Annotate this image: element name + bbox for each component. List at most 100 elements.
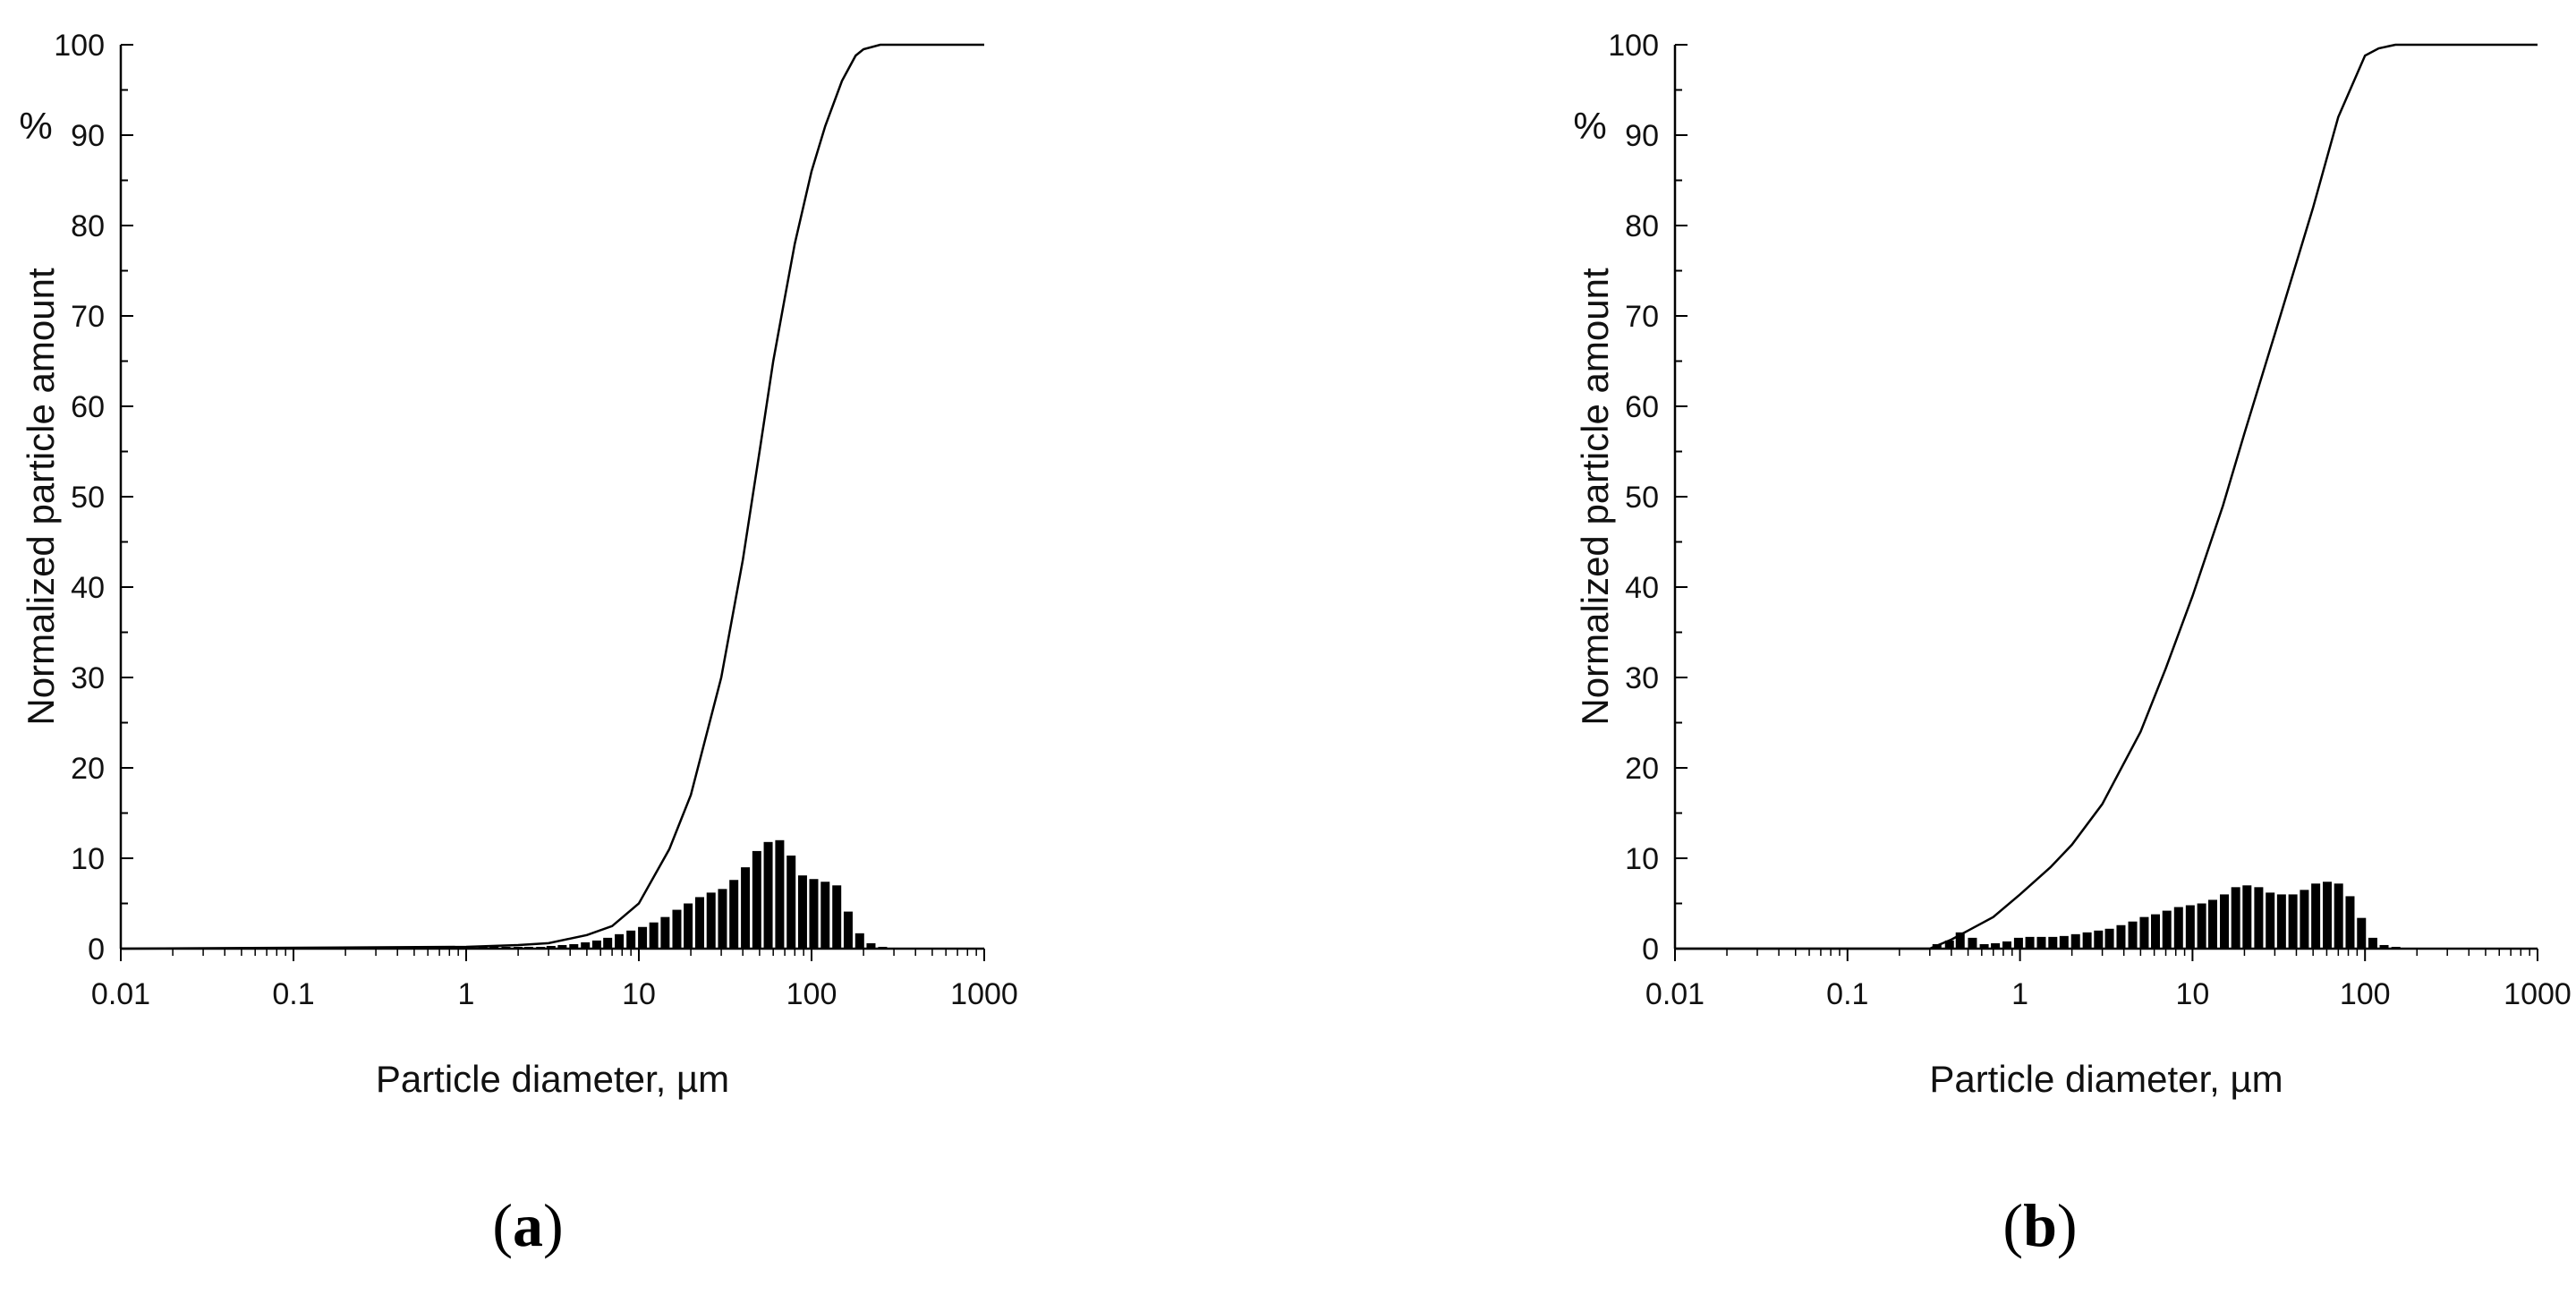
bar-a-0 [478, 946, 488, 949]
bar-a-20 [706, 892, 716, 949]
bar-a-28 [797, 875, 807, 949]
bar-b-15 [2104, 928, 2114, 949]
bar-b-33 [2311, 883, 2321, 949]
bar-b-2 [1955, 932, 1965, 949]
x-tick-label-b-100: 100 [2340, 977, 2391, 1011]
bar-b-27 [2242, 885, 2252, 949]
bar-b-16 [2116, 924, 2126, 949]
bar-b-36 [2345, 896, 2355, 949]
y-tick-label-b-70: 70 [1625, 300, 1659, 334]
y-tick-label-b-30: 30 [1625, 661, 1659, 695]
bar-a-11 [603, 937, 613, 949]
bar-a-29 [809, 879, 819, 949]
y-tick-label-a-100: 100 [54, 29, 105, 63]
bar-b-20 [2162, 910, 2172, 949]
bar-b-5 [1991, 942, 2001, 949]
panel-label-a: (a) [492, 1191, 564, 1259]
y-tick-label-a-0: 0 [88, 933, 105, 967]
bar-b-24 [2208, 899, 2218, 949]
cumulative-line-a [120, 43, 984, 950]
x-tick-label-a-1000: 1000 [950, 977, 1018, 1011]
bar-a-14 [638, 926, 648, 949]
bar-b-13 [2082, 932, 2092, 949]
bar-a-34 [866, 942, 876, 949]
y-axis-label-a: Normalized particle amount [20, 268, 62, 726]
cumulative-line-b [1675, 43, 2538, 950]
panel-label-b: (b) [2002, 1191, 2078, 1259]
x-tick-label-b-1: 1 [2011, 977, 2028, 1011]
bar-b-39 [2379, 944, 2389, 949]
panel-label-b-letter: b [2023, 1191, 2057, 1259]
bar-a-4 [523, 946, 533, 949]
y-tick-label-b-60: 60 [1625, 390, 1659, 424]
x-tick-label-b-0.01: 0.01 [1645, 977, 1705, 1011]
bar-a-27 [786, 855, 796, 949]
bar-b-21 [2173, 907, 2183, 949]
bar-a-19 [694, 897, 704, 949]
bar-b-30 [2276, 894, 2286, 949]
y-axis-label-b: Normalized particle amount [1574, 268, 1616, 726]
x-tick-label-b-1000: 1000 [2504, 977, 2572, 1011]
bar-a-9 [581, 941, 591, 949]
y-tick-label-a-40: 40 [71, 571, 105, 605]
y-tick-label-a-70: 70 [71, 300, 105, 334]
y-tick-label-a-30: 30 [71, 661, 105, 695]
x-tick-label-a-1: 1 [458, 977, 475, 1011]
bar-b-25 [2220, 894, 2230, 949]
x-axis-label-b: Particle diameter, µm [1929, 1058, 2283, 1100]
bar-b-31 [2288, 894, 2298, 949]
bar-a-33 [854, 933, 864, 949]
y-tick-label-a-20: 20 [71, 752, 105, 786]
bar-b-18 [2139, 916, 2149, 949]
bar-b-3 [1968, 937, 1977, 949]
y-tick-label-b-40: 40 [1625, 571, 1659, 605]
x-tick-label-a-0.1: 0.1 [272, 977, 314, 1011]
bar-b-40 [2391, 946, 2401, 949]
bar-a-17 [672, 909, 682, 949]
y-tick-label-b-90: 90 [1625, 119, 1659, 153]
bar-b-28 [2254, 887, 2264, 949]
bar-a-22 [729, 880, 739, 949]
bar-a-15 [649, 922, 659, 949]
bar-b-4 [1979, 943, 1989, 949]
bar-b-29 [2266, 892, 2275, 949]
bar-b-38 [2368, 937, 2377, 949]
panel-label-a-letter: a [513, 1191, 543, 1259]
x-tick-label-b-10: 10 [2175, 977, 2209, 1011]
bar-a-1 [489, 946, 499, 949]
y-tick-label-a-60: 60 [71, 390, 105, 424]
y-tick-label-b-100: 100 [1608, 29, 1659, 63]
bar-b-23 [2197, 903, 2206, 949]
bar-a-30 [820, 882, 830, 949]
bar-b-9 [2036, 936, 2046, 949]
x-axis-label-a: Particle diameter, µm [376, 1058, 729, 1100]
y-tick-label-b-0: 0 [1642, 933, 1659, 967]
bar-b-37 [2357, 917, 2367, 949]
bar-a-8 [569, 943, 579, 949]
x-tick-label-a-100: 100 [786, 977, 837, 1011]
bar-a-18 [684, 903, 693, 949]
y-tick-label-a-80: 80 [71, 209, 105, 243]
bar-a-10 [591, 940, 601, 949]
bar-a-26 [775, 839, 785, 949]
x-tick-label-a-0.01: 0.01 [91, 977, 150, 1011]
bar-a-6 [546, 945, 556, 949]
bar-b-8 [2025, 936, 2035, 949]
bar-a-12 [615, 933, 625, 949]
bar-a-31 [832, 885, 842, 949]
y-axis-unit-b: % [1573, 105, 1606, 147]
bar-a-35 [878, 946, 888, 949]
bar-b-19 [2151, 914, 2161, 949]
y-tick-label-b-10: 10 [1625, 842, 1659, 876]
y-tick-label-a-10: 10 [71, 842, 105, 876]
y-tick-label-b-50: 50 [1625, 481, 1659, 515]
bar-b-1 [1944, 940, 1954, 949]
chart-panel-a: 0 10 20 30 40 50 60 70 80 90 100 0.01 0.1 1 10 100 1000 N… [19, 29, 1018, 1100]
bar-b-10 [2048, 936, 2058, 949]
bar-a-25 [763, 841, 773, 949]
x-tick-label-b-0.1: 0.1 [1826, 977, 1868, 1011]
x-tick-label-a-10: 10 [622, 977, 656, 1011]
bar-a-21 [718, 889, 727, 949]
bar-a-13 [626, 930, 636, 949]
